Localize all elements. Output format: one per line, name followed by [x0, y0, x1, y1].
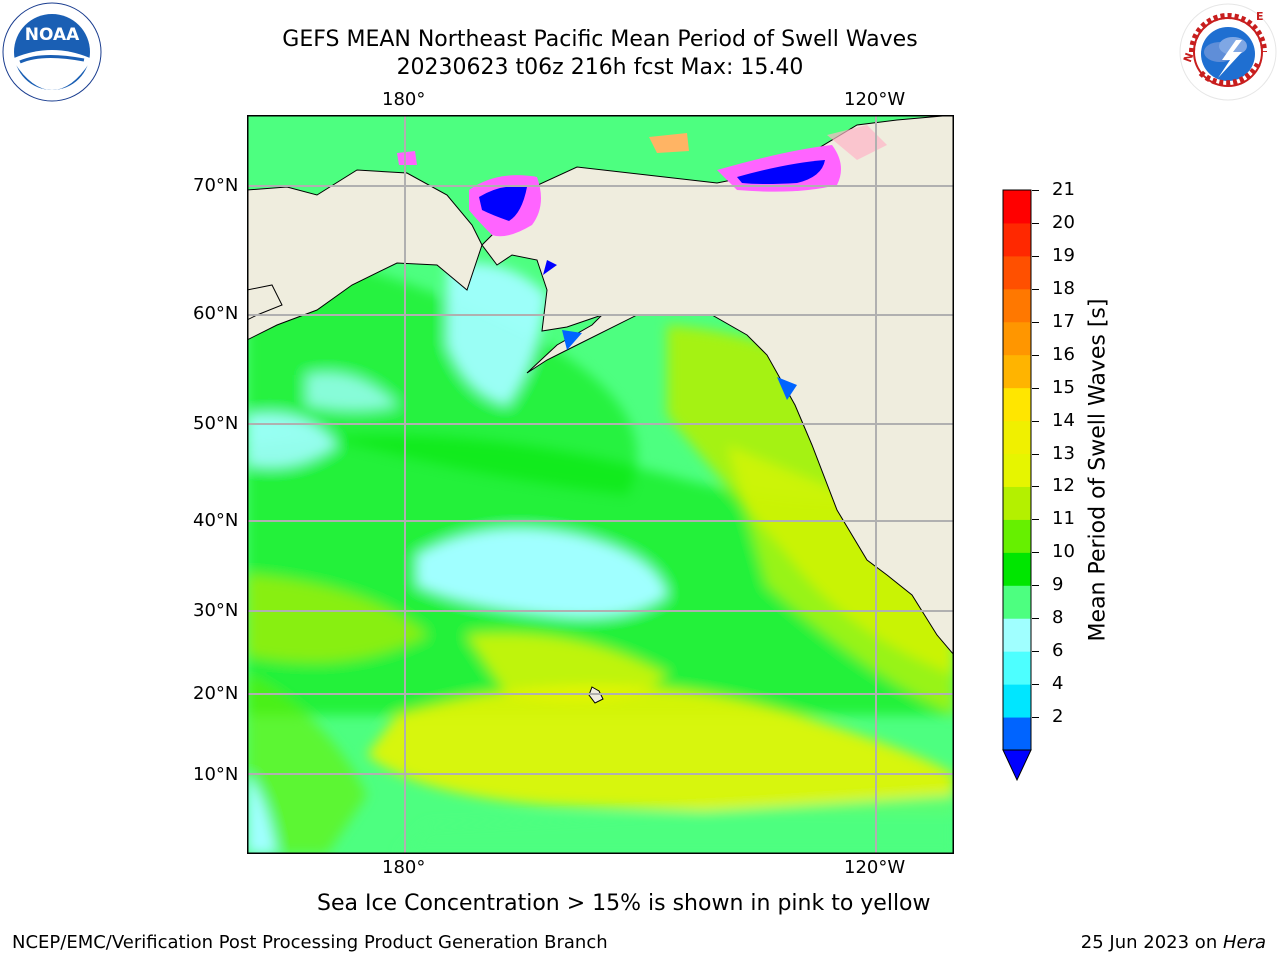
lat-label-70n: 70°N	[193, 175, 239, 196]
colorbar-segment	[1003, 222, 1031, 257]
lat-label-60n: 60°N	[193, 303, 239, 324]
footer-date: 25 Jun 2023 on Hera	[1081, 932, 1266, 953]
colorbar	[1002, 188, 1032, 783]
colorbar-segment	[1003, 190, 1031, 224]
colorbar-label: Mean Period of Swell Waves [s]	[1085, 298, 1111, 642]
colorbar-tick-mark	[1032, 717, 1039, 719]
colorbar-tick-label: 9	[1052, 574, 1064, 596]
colorbar-tick-mark	[1032, 486, 1039, 488]
colorbar-tick-label: 16	[1052, 343, 1075, 365]
noaa-logo-text: NOAA	[25, 25, 80, 45]
svg-text:N: N	[1181, 51, 1196, 64]
nws-logo: N E	[1178, 2, 1278, 102]
colorbar-tick-label: 12	[1052, 475, 1075, 497]
colorbar-segment	[1003, 486, 1031, 520]
map-panel	[247, 115, 954, 854]
colorbar-graphic	[1002, 189, 1032, 782]
lat-label-30n: 30°N	[193, 600, 239, 621]
colorbar-segment	[1003, 618, 1031, 652]
colorbar-tick-label: 2	[1052, 706, 1064, 728]
noaa-logo: NOAA	[2, 2, 102, 102]
lon-label-top-180: 180°	[382, 89, 426, 110]
colorbar-segment	[1003, 354, 1031, 389]
lat-label-10n: 10°N	[193, 764, 239, 785]
colorbar-segment	[1003, 684, 1031, 718]
colorbar-tick-label: 17	[1052, 310, 1075, 332]
colorbar-tick-mark	[1032, 321, 1039, 323]
colorbar-tick-label: 13	[1052, 442, 1075, 464]
colorbar-segment	[1003, 288, 1031, 323]
colorbar-tick-mark	[1032, 453, 1039, 455]
colorbar-segment	[1003, 651, 1031, 685]
swell-period-map	[247, 115, 954, 854]
colorbar-tick-mark	[1032, 651, 1039, 653]
colorbar-tick-label: 15	[1052, 376, 1075, 398]
colorbar-segment	[1003, 255, 1031, 290]
colorbar-tick-label: 18	[1052, 277, 1075, 299]
colorbar-tick-mark	[1032, 684, 1039, 686]
colorbar-tick-mark	[1032, 618, 1039, 620]
colorbar-tick-label: 20	[1052, 211, 1075, 233]
lat-lon-grid	[247, 115, 954, 854]
colorbar-tick-label: 10	[1052, 541, 1075, 563]
footer-credit: NCEP/EMC/Verification Post Processing Pr…	[12, 932, 608, 953]
sea-ice-note: Sea Ice Concentration > 15% is shown in …	[317, 891, 931, 916]
lon-label-bottom-180: 180°	[382, 857, 426, 878]
colorbar-tick-label: 21	[1052, 179, 1075, 200]
colorbar-tick-mark	[1032, 354, 1039, 356]
lat-label-50n: 50°N	[193, 413, 239, 434]
colorbar-tick-label: 8	[1052, 607, 1064, 629]
siberia-land	[247, 169, 483, 341]
lat-label-40n: 40°N	[193, 510, 239, 531]
colorbar-tick-mark	[1032, 585, 1039, 587]
colorbar-tick-mark	[1032, 552, 1039, 554]
colorbar-tick-mark	[1032, 288, 1039, 290]
lon-label-bottom-120w: 120°W	[844, 857, 906, 878]
colorbar-segment	[1003, 519, 1031, 553]
lon-label-top-120w: 120°W	[844, 89, 906, 110]
map-title-line-2: 20230623 t06z 216h fcst Max: 15.40	[396, 55, 804, 80]
colorbar-tick-label: 11	[1052, 508, 1075, 530]
colorbar-tick-mark	[1032, 190, 1039, 191]
svg-text:E: E	[1256, 10, 1264, 23]
sea-ice-overlay	[397, 125, 887, 400]
colorbar-under-arrow	[1002, 749, 1032, 782]
footer-host: Hera	[1222, 932, 1266, 953]
colorbar-tick-mark	[1032, 222, 1039, 224]
colorbar-segment	[1003, 717, 1031, 751]
colorbar-segment	[1003, 420, 1031, 455]
colorbar-tick-mark	[1032, 519, 1039, 521]
lat-label-20n: 20°N	[193, 683, 239, 704]
footer-date-text: 25 Jun 2023 on	[1080, 932, 1223, 953]
land-areas	[247, 115, 954, 704]
colorbar-tick-mark	[1032, 387, 1039, 389]
colorbar-segment	[1003, 321, 1031, 356]
colorbar-outline	[1002, 189, 1032, 751]
colorbar-segment	[1003, 453, 1031, 487]
colorbar-segment	[1003, 387, 1031, 422]
colorbar-tick-label: 6	[1052, 640, 1064, 662]
colorbar-tick-label: 14	[1052, 409, 1075, 431]
colorbar-segment	[1003, 585, 1031, 619]
map-title-line-1: GEFS MEAN Northeast Pacific Mean Period …	[282, 27, 918, 52]
colorbar-segment	[1003, 552, 1031, 586]
colorbar-tick-label: 4	[1052, 673, 1064, 695]
colorbar-tick-label: 19	[1052, 244, 1075, 266]
colorbar-tick-mark	[1032, 255, 1039, 257]
colorbar-tick-mark	[1032, 420, 1039, 422]
